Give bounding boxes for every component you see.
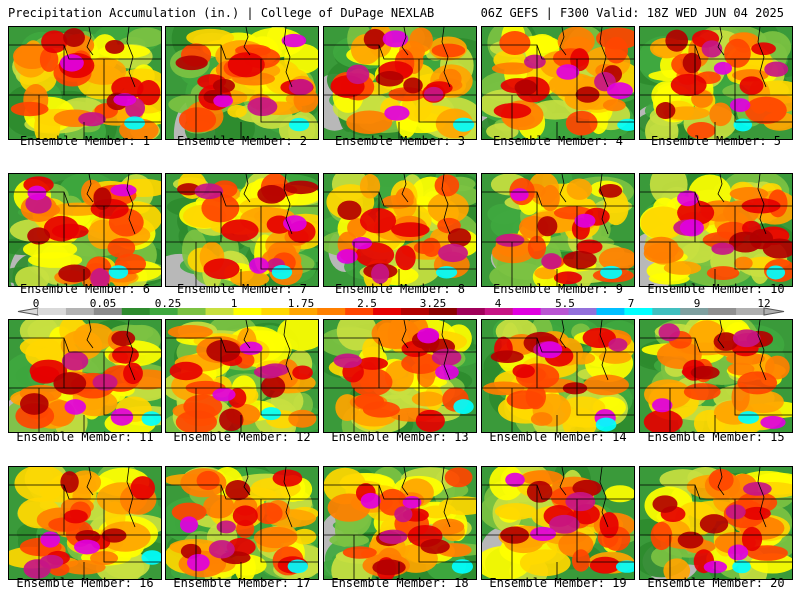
ensemble-map-5	[639, 26, 793, 140]
colorbar-tick-label: 7	[627, 297, 635, 310]
colorbar-tick-label: 1	[230, 297, 238, 310]
colorbar-segment	[149, 308, 179, 315]
colorbar-segment	[205, 308, 234, 315]
colorbar-tick-label: 12	[757, 297, 771, 310]
ensemble-member-label: Ensemble Member: 19	[489, 576, 627, 590]
colorbar-segment	[512, 308, 542, 315]
colorbar-tick-label: 0	[32, 297, 40, 310]
ensemble-map-9	[481, 173, 635, 287]
ensemble-member-label: Ensemble Member: 4	[492, 134, 624, 148]
colorbar-tick-label: 0.25	[154, 297, 182, 310]
ensemble-map-7	[165, 173, 319, 287]
colorbar-segment	[373, 308, 402, 315]
colorbar-segment	[93, 308, 123, 315]
ensemble-member-label: Ensemble Member: 2	[176, 134, 308, 148]
colorbar-segment	[261, 308, 290, 315]
colorbar-segment	[736, 308, 765, 315]
ensemble-map-18	[323, 466, 477, 580]
chart-title: Precipitation Accumulation (in.) | Colle…	[8, 6, 435, 20]
ensemble-map-14	[481, 319, 635, 433]
ensemble-map-1	[8, 26, 162, 140]
colorbar-segment	[317, 308, 346, 315]
ensemble-map-12	[165, 319, 319, 433]
ensemble-member-label: Ensemble Member: 17	[173, 576, 311, 590]
colorbar-segment	[345, 308, 374, 315]
colorbar-segment	[121, 308, 151, 315]
ensemble-member-label: Ensemble Member: 18	[331, 576, 469, 590]
ensemble-map-20	[639, 466, 793, 580]
colorbar-tick-label: 5.5	[555, 297, 575, 310]
colorbar-segment	[708, 308, 737, 315]
ensemble-member-label: Ensemble Member: 20	[647, 576, 785, 590]
colorbar-segment	[568, 308, 597, 315]
ensemble-member-label: Ensemble Member: 12	[173, 430, 311, 444]
ensemble-map-15	[639, 319, 793, 433]
colorbar-segment	[65, 308, 95, 315]
colorbar-segment	[289, 308, 318, 315]
colorbar-segment	[484, 308, 514, 315]
ensemble-member-label: Ensemble Member: 13	[331, 430, 469, 444]
colorbar-segment	[38, 308, 67, 315]
ensemble-member-label: Ensemble Member: 11	[16, 430, 154, 444]
ensemble-map-2	[165, 26, 319, 140]
ensemble-map-6	[8, 173, 162, 287]
colorbar-segment	[652, 308, 681, 315]
ensemble-member-label: Ensemble Member: 8	[334, 282, 466, 296]
ensemble-map-3	[323, 26, 477, 140]
ensemble-map-11	[8, 319, 162, 433]
colorbar-tick-label: 4	[494, 297, 502, 310]
colorbar-segment	[177, 308, 207, 315]
colorbar-tick-label: 3.25	[419, 297, 447, 310]
ensemble-member-label: Ensemble Member: 6	[19, 282, 151, 296]
precip-colorbar	[17, 307, 785, 316]
ensemble-map-19	[481, 466, 635, 580]
colorbar-tick-label: 1.75	[287, 297, 315, 310]
colorbar-segment	[540, 308, 570, 315]
ensemble-map-4	[481, 26, 635, 140]
ensemble-member-label: Ensemble Member: 3	[334, 134, 466, 148]
ensemble-member-label: Ensemble Member: 7	[176, 282, 308, 296]
colorbar-segment	[401, 308, 430, 315]
ensemble-map-8	[323, 173, 477, 287]
ensemble-member-label: Ensemble Member: 1	[19, 134, 151, 148]
ensemble-member-label: Ensemble Member: 15	[647, 430, 785, 444]
colorbar-segment	[596, 308, 625, 315]
colorbar-segment	[624, 308, 653, 315]
colorbar-tick-label: 2.5	[357, 297, 377, 310]
ensemble-member-label: Ensemble Member: 5	[650, 134, 782, 148]
colorbar-segment	[680, 308, 709, 315]
colorbar-segment	[456, 308, 486, 315]
colorbar-segment	[428, 308, 458, 315]
colorbar-segment	[233, 308, 262, 315]
ensemble-member-label: Ensemble Member: 10	[647, 282, 785, 296]
colorbar-tick-label: 0.05	[89, 297, 117, 310]
ensemble-map-17	[165, 466, 319, 580]
ensemble-member-label: Ensemble Member: 14	[489, 430, 627, 444]
colorbar-max-arrow	[763, 307, 785, 316]
ensemble-member-label: Ensemble Member: 9	[492, 282, 624, 296]
colorbar-tick-label: 9	[693, 297, 701, 310]
ensemble-member-label: Ensemble Member: 16	[16, 576, 154, 590]
model-run-info: 06Z GEFS | F300 Valid: 18Z WED JUN 04 20…	[480, 6, 784, 20]
ensemble-map-13	[323, 319, 477, 433]
ensemble-map-16	[8, 466, 162, 580]
ensemble-map-10	[639, 173, 793, 287]
